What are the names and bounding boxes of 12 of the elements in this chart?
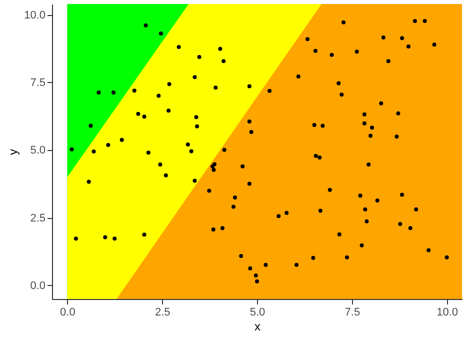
y-tick-label: 2.5 [30, 212, 46, 224]
y-tick-label: 0.0 [30, 280, 46, 292]
y-tick-label: 10.0 [24, 9, 46, 22]
x-tick-label: 0.0 [60, 306, 76, 318]
x-tick-label: 7.5 [344, 306, 360, 318]
x-tick-label: 5.0 [250, 306, 266, 318]
x-tick-label: 2.5 [154, 306, 170, 318]
y-tick-label: 7.5 [30, 76, 46, 89]
x-axis-title: x [254, 320, 260, 334]
y-tick-label: 5.0 [30, 144, 46, 157]
x-tick-label: 10.0 [436, 306, 458, 318]
y-axis-title: y [6, 149, 20, 155]
